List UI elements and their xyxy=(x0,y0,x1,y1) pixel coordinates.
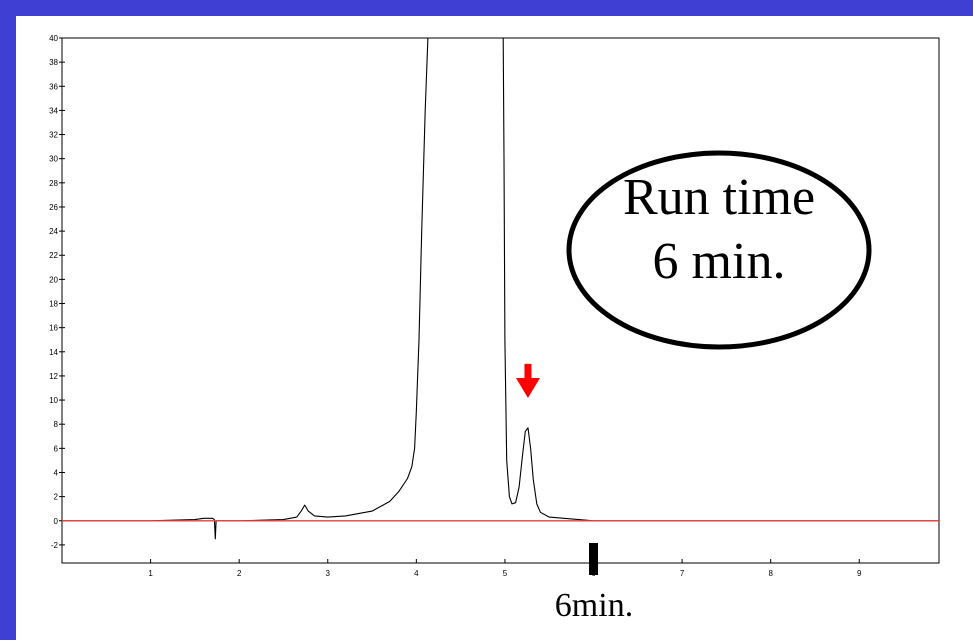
y-tick-label: 34 xyxy=(49,106,58,115)
x-tick-label: 5 xyxy=(503,569,508,578)
run-time-callout: Run time 6 min. xyxy=(566,150,872,350)
annotation-group xyxy=(515,363,599,575)
y-tick-label: 12 xyxy=(49,372,58,381)
y-tick-label: 22 xyxy=(49,251,58,260)
callout-line-2: 6 min. xyxy=(653,233,786,290)
y-tick-label: 40 xyxy=(49,34,58,43)
y-tick-label: 6 xyxy=(54,444,59,453)
y-tick-label: -2 xyxy=(51,541,59,550)
x-tick-label: 7 xyxy=(680,569,685,578)
red-arrow-shaft xyxy=(524,363,532,381)
y-tick-label: 10 xyxy=(49,396,58,405)
y-tick-label: 16 xyxy=(49,324,58,333)
y-tick-label: 32 xyxy=(49,131,58,140)
y-tick-label: 24 xyxy=(49,227,58,236)
x-tick-label: 9 xyxy=(857,569,862,578)
chromatogram-chart: -20246810121416182022242628303234363840 … xyxy=(49,34,940,624)
x-tick-label: 2 xyxy=(237,569,242,578)
six-minute-marker xyxy=(589,543,599,575)
y-tick-label: 18 xyxy=(49,300,58,309)
y-tick-label: 2 xyxy=(54,493,59,502)
y-tick-label: 4 xyxy=(54,468,59,477)
red-arrow-head xyxy=(515,378,540,399)
y-tick-label: 38 xyxy=(49,58,58,67)
x-tick-label: 1 xyxy=(148,569,153,578)
y-tick-label: 20 xyxy=(49,275,58,284)
y-tick-label: 26 xyxy=(49,203,58,212)
plot-area-frame xyxy=(61,37,940,564)
marker-label: 6min. xyxy=(555,587,633,624)
y-tick-label: 28 xyxy=(49,179,58,188)
y-tick-label: 30 xyxy=(49,155,58,164)
series-group xyxy=(62,38,939,540)
y-tick-label: 14 xyxy=(49,348,58,357)
y-tick-label: 36 xyxy=(49,82,58,91)
y-tick-label: 0 xyxy=(54,517,59,526)
callout-ellipse xyxy=(566,150,872,350)
callout-line-1: Run time xyxy=(623,169,815,226)
y-tick-label: 8 xyxy=(54,420,59,429)
x-tick-label: 8 xyxy=(768,569,773,578)
x-tick-label: 4 xyxy=(414,569,419,578)
slide: -2 0 2 4 6 8 10 12 14 16 18 20 22 24 26 28 30 32 34 36 38 40 … xyxy=(16,16,973,640)
x-tick-label: 3 xyxy=(326,569,331,578)
